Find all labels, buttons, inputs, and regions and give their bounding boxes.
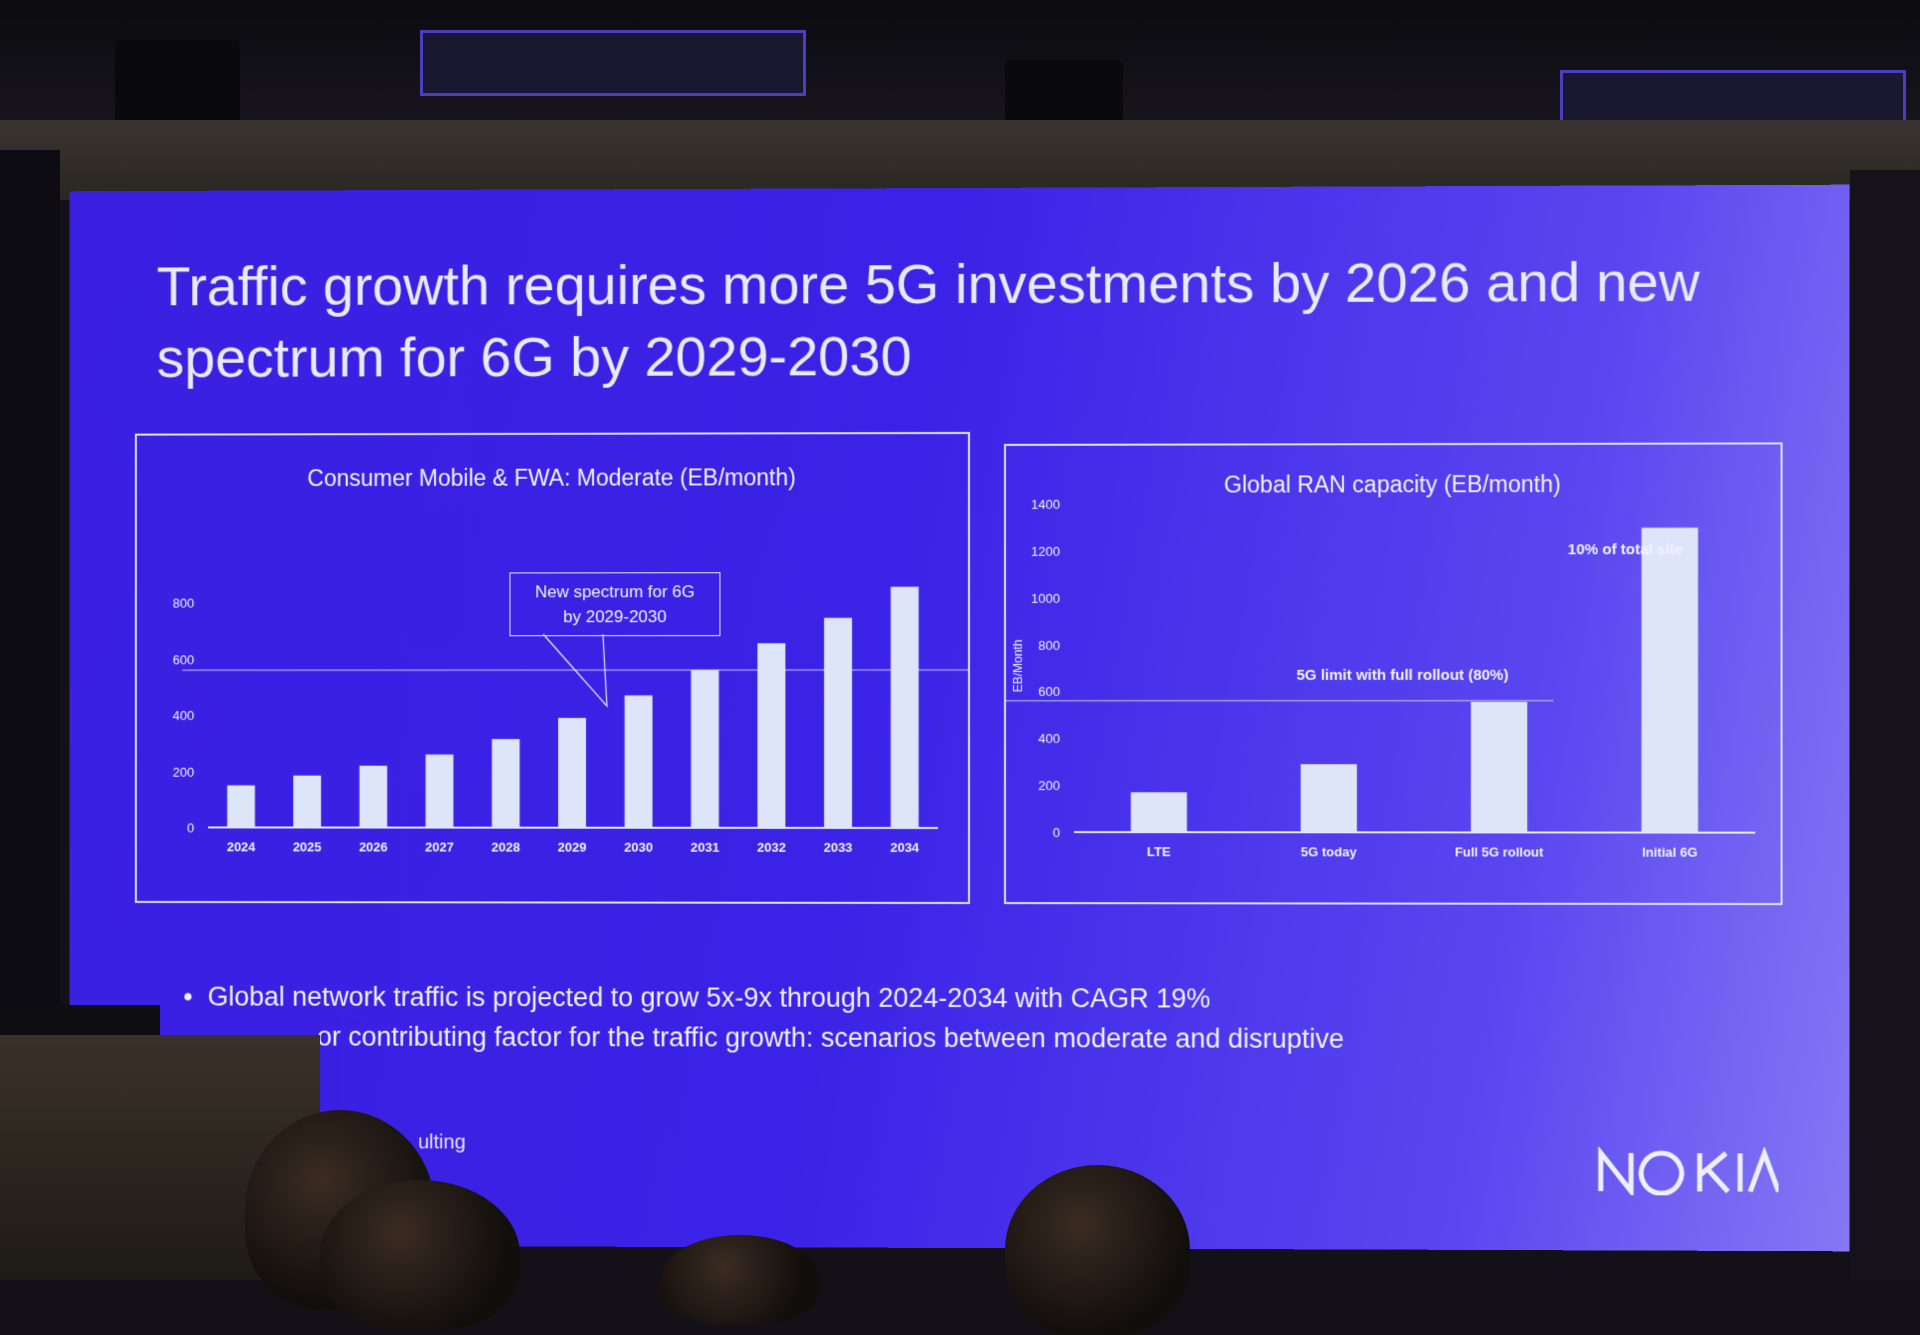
x-tick-label: 2030 — [624, 840, 653, 855]
bullet-2-text: or contributing factor for the traffic g… — [317, 1022, 1344, 1054]
y-tick-label: 1000 — [1031, 591, 1060, 606]
chart-left-svg: 0 200 400 600 800 2024 2025 2026 2027 2028 2029 203… — [137, 434, 968, 902]
x-tick-label: 2024 — [227, 839, 256, 854]
y-tick-label: 400 — [1038, 731, 1060, 746]
nokia-logo — [1597, 1147, 1779, 1201]
bar — [1471, 702, 1527, 833]
bar-annotation: 10% of total site — [1568, 541, 1683, 558]
audience-head-2 — [320, 1180, 520, 1330]
callout-line-2: by 2029-2030 — [518, 604, 711, 629]
x-tick-label: 2025 — [293, 839, 322, 854]
x-tick-label: Initial 6G — [1642, 845, 1697, 860]
chart-right-svg: 0 200 400 600 800 1000 1200 1400 LTE 5G today Full… — [1006, 444, 1781, 903]
y-tick-label: 1200 — [1031, 544, 1060, 559]
chart-consumer-mobile: Consumer Mobile & FWA: Moderate (EB/mont… — [135, 432, 970, 904]
bar — [1131, 792, 1187, 832]
y-tick-label: 400 — [173, 708, 194, 723]
bar — [558, 718, 586, 828]
y-axis-label: EB/Month — [1011, 640, 1025, 693]
y-tick-label: 600 — [1038, 684, 1060, 699]
x-tick-label: Full 5G rollout — [1455, 844, 1544, 859]
bar — [691, 670, 719, 828]
slide-title: Traffic growth requires more 5G investme… — [157, 245, 1757, 393]
callout-new-spectrum: New spectrum for 6G by 2029-2030 — [509, 572, 720, 636]
bar — [426, 754, 454, 827]
bar — [625, 695, 653, 827]
x-tick-label: 2034 — [890, 840, 920, 855]
y-tick-label: 600 — [173, 652, 194, 667]
source-note: ulting — [418, 1131, 465, 1154]
x-tick-label: 5G today — [1301, 844, 1358, 859]
bar — [1642, 528, 1699, 833]
bullet-2: or contributing factor for the traffic g… — [317, 1022, 1344, 1055]
audience-head-4 — [660, 1235, 820, 1325]
y-tick-label: 1400 — [1031, 497, 1060, 512]
bullet-1: • Global network traffic is projected to… — [183, 982, 1210, 1015]
callout-line-1: New spectrum for 6G — [518, 579, 711, 604]
x-tick-label: 2032 — [757, 840, 786, 855]
bar — [1301, 764, 1357, 832]
x-tick-label: 2028 — [491, 840, 520, 855]
bar — [359, 766, 387, 828]
x-tick-label: 2033 — [824, 840, 853, 855]
x-tick-label: 2026 — [359, 839, 388, 854]
x-tick-label: 2027 — [425, 840, 454, 855]
y-tick-label: 200 — [1038, 778, 1060, 793]
x-tick-label: LTE — [1147, 844, 1171, 859]
audience-head-3 — [1005, 1165, 1190, 1335]
podium-laptop — [0, 1005, 160, 1035]
bar — [757, 643, 785, 828]
bar — [227, 785, 255, 827]
x-tick-label: 2029 — [558, 840, 587, 855]
projection-screen: Traffic growth requires more 5G investme… — [70, 185, 1850, 1252]
y-tick-label: 0 — [1053, 825, 1060, 840]
bar — [891, 587, 919, 828]
bar — [492, 739, 520, 828]
nokia-logo-graphic — [1597, 1147, 1779, 1196]
y-tick-label: 200 — [173, 764, 194, 779]
bullet-1-text: Global network traffic is projected to g… — [208, 982, 1211, 1014]
y-tick-label: 800 — [1038, 637, 1060, 652]
y-tick-label: 0 — [187, 820, 194, 835]
bar-annotation: 5G limit with full rollout (80%) — [1297, 667, 1509, 684]
bullet-dot: • — [183, 982, 207, 1012]
ceiling-panel-left — [420, 30, 806, 96]
y-tick-label: 800 — [173, 596, 194, 611]
bar — [293, 776, 321, 828]
x-tick-label: 2031 — [691, 840, 720, 855]
right-wall — [1850, 170, 1920, 1280]
bar — [824, 618, 852, 828]
left-wall — [0, 150, 60, 1050]
ceiling-light-left — [115, 40, 240, 130]
